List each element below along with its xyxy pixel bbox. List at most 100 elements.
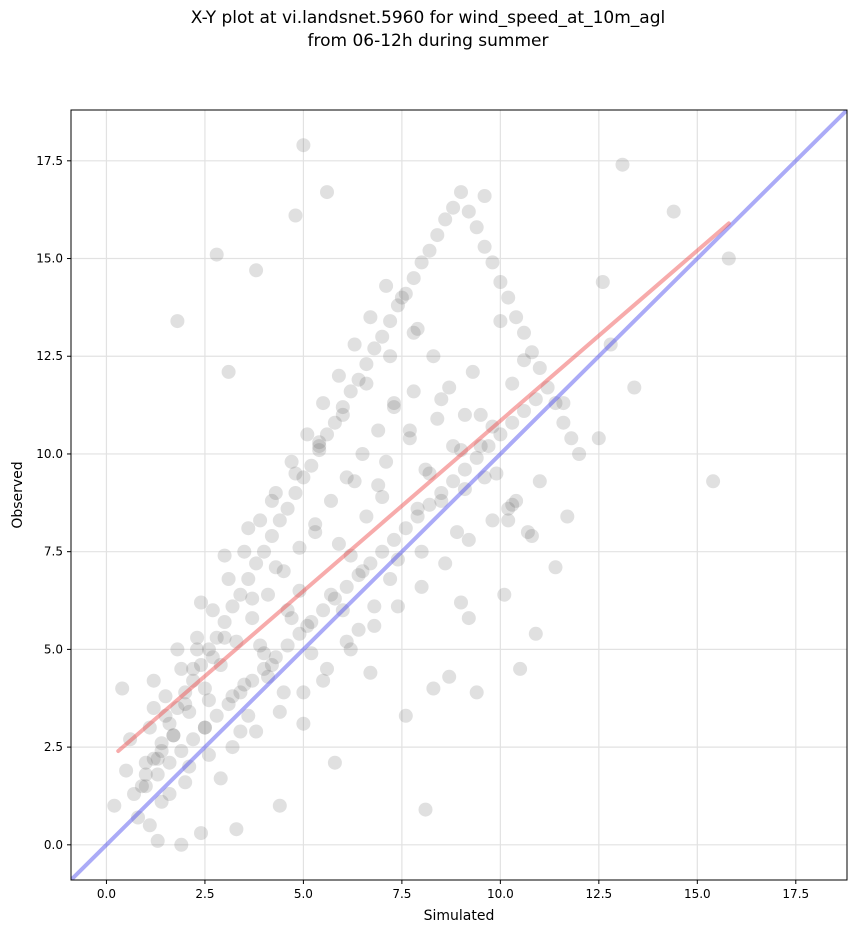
y-axis-label: Observed <box>10 461 26 528</box>
y-tick-label: 12.5 <box>36 349 63 363</box>
data-point <box>446 200 461 215</box>
data-point <box>398 708 413 723</box>
data-point <box>324 493 338 508</box>
data-point <box>335 407 350 422</box>
data-point <box>339 579 354 594</box>
data-point <box>524 529 539 543</box>
data-point <box>320 185 334 200</box>
y-tick-label: 10.0 <box>36 447 63 461</box>
data-point <box>627 380 642 395</box>
data-point <box>296 470 311 485</box>
data-point <box>426 349 441 364</box>
data-point <box>548 560 563 575</box>
data-point <box>524 345 539 360</box>
data-point <box>292 626 307 641</box>
data-point <box>253 638 268 653</box>
x-tick-label: 15.0 <box>684 887 711 901</box>
data-point <box>264 658 279 672</box>
data-point <box>363 310 378 325</box>
data-point <box>154 794 169 809</box>
data-point <box>410 501 425 516</box>
data-point <box>398 286 413 301</box>
data-point <box>359 509 374 524</box>
data-point <box>194 658 208 672</box>
data-point <box>178 685 193 700</box>
data-point <box>241 572 256 586</box>
data-point <box>264 529 279 543</box>
data-point <box>182 704 197 719</box>
data-point <box>331 368 346 383</box>
data-point <box>217 630 232 645</box>
data-point <box>107 798 122 813</box>
data-point <box>205 650 220 665</box>
data-point <box>272 513 287 528</box>
data-point <box>316 673 331 688</box>
y-tick-label: 17.5 <box>36 154 63 168</box>
data-point <box>221 697 236 712</box>
identity-line <box>71 110 847 880</box>
data-point <box>461 532 476 547</box>
data-point <box>146 673 161 688</box>
data-point <box>434 493 449 508</box>
data-point <box>186 661 201 676</box>
data-point <box>150 767 165 782</box>
data-point <box>406 325 421 340</box>
data-point <box>241 708 256 723</box>
data-point <box>493 314 508 329</box>
data-point <box>367 599 382 614</box>
data-point <box>194 595 208 610</box>
data-point <box>505 376 520 391</box>
data-point <box>351 372 366 387</box>
data-point <box>209 630 224 645</box>
data-point <box>501 513 516 528</box>
data-point <box>233 587 248 602</box>
data-point <box>375 490 390 504</box>
data-point <box>245 611 260 626</box>
data-point <box>469 685 484 700</box>
data-point <box>359 376 374 391</box>
data-point <box>509 493 524 508</box>
data-point <box>517 404 531 418</box>
data-point <box>233 685 248 700</box>
data-point <box>268 650 283 665</box>
data-point <box>485 513 500 528</box>
data-point <box>461 204 476 219</box>
data-point <box>339 470 354 485</box>
data-point <box>119 763 134 778</box>
data-point <box>284 611 299 626</box>
data-point <box>343 384 358 399</box>
data-point <box>327 415 342 430</box>
data-point <box>438 212 453 227</box>
data-point <box>166 728 181 743</box>
data-point <box>335 603 350 618</box>
data-point <box>430 228 445 243</box>
data-point <box>296 716 311 731</box>
data-point <box>387 532 401 547</box>
data-point <box>272 704 287 719</box>
data-point <box>115 681 130 696</box>
data-point <box>595 275 610 289</box>
y-tick-label: 15.0 <box>36 252 63 266</box>
data-point <box>532 474 547 489</box>
data-point <box>292 583 307 598</box>
data-point <box>213 658 228 672</box>
data-point <box>237 544 252 559</box>
data-point <box>201 693 216 708</box>
data-point <box>197 720 212 735</box>
data-point <box>288 466 303 481</box>
data-point <box>249 263 264 278</box>
data-point <box>367 341 382 356</box>
data-point <box>174 837 189 852</box>
data-point <box>138 755 153 770</box>
chart-title-line-1: X-Y plot at vi.landsnet.5960 for wind_sp… <box>190 8 666 28</box>
y-tick-label: 2.5 <box>44 740 63 754</box>
y-tick-label: 7.5 <box>44 545 63 559</box>
data-point <box>461 611 476 626</box>
data-point <box>213 771 228 786</box>
data-point <box>170 314 185 329</box>
data-point <box>170 642 185 657</box>
data-point <box>154 736 169 751</box>
data-point <box>272 798 287 813</box>
data-point <box>245 673 260 688</box>
data-point <box>280 638 295 653</box>
